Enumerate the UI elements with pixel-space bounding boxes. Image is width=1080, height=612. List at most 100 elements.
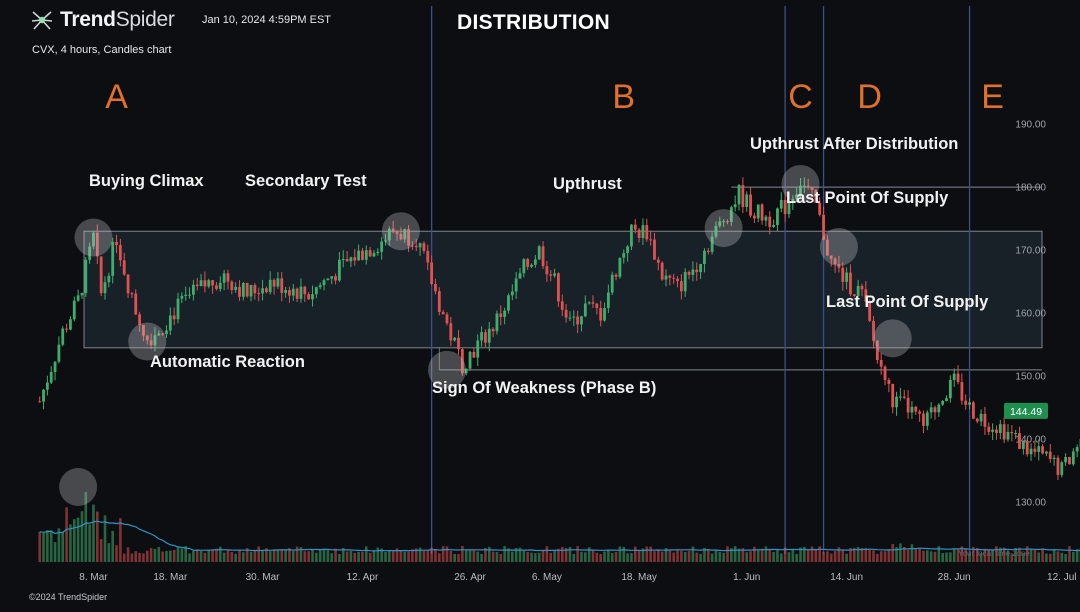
candle-down (307, 294, 310, 299)
volume-bar (549, 553, 552, 562)
volume-bar (100, 539, 103, 562)
volume-bar (945, 553, 948, 562)
candle-down (438, 291, 441, 312)
volume-bar (653, 551, 656, 562)
volume-bar (615, 552, 618, 562)
candle-up (365, 250, 368, 260)
volume-bar (50, 530, 53, 562)
volume-bar (676, 550, 679, 562)
candle-up (69, 319, 72, 329)
candle-down (672, 278, 675, 279)
volume-bar (304, 551, 307, 562)
volume-bar (914, 549, 917, 562)
volume-bar (538, 553, 541, 562)
candle-down (499, 313, 502, 316)
candle-up (496, 313, 499, 331)
candle-down (592, 302, 595, 303)
volume-bar (534, 553, 537, 562)
candle-down (695, 270, 698, 272)
volume-bar (826, 551, 829, 562)
volume-bar (1072, 552, 1075, 562)
volume-bar (365, 546, 368, 562)
candle-up (323, 280, 326, 285)
candle-up (169, 315, 172, 330)
volume-bar (108, 543, 111, 562)
candle-up (642, 225, 645, 238)
candle-up (619, 258, 622, 277)
candle-down (434, 284, 437, 291)
volume-bar (899, 543, 902, 562)
candle-down (288, 290, 291, 295)
volume-bar (480, 554, 483, 562)
volume-bar (891, 544, 894, 562)
volume-group (38, 492, 1080, 562)
y-tick-label: 160.00 (1015, 309, 1046, 320)
volume-bar (768, 549, 771, 562)
volume-bar (138, 553, 141, 562)
candle-down (957, 374, 960, 382)
candle-up (319, 285, 322, 287)
annotation-marker (74, 219, 112, 257)
volume-bar (280, 549, 283, 562)
candle-down (442, 312, 445, 314)
candle-up (476, 341, 479, 358)
volume-bar (772, 552, 775, 562)
volume-bar (868, 549, 871, 562)
volume-bar (684, 552, 687, 562)
candle-down (914, 407, 917, 412)
phase-label-d: D (857, 78, 882, 116)
volume-bar (88, 524, 91, 562)
volume-bar (834, 551, 837, 562)
y-tick-label: 150.00 (1015, 372, 1046, 383)
annotation-label: Buying Climax (89, 172, 204, 190)
candle-up (780, 200, 783, 208)
volume-bar (546, 546, 549, 562)
volume-bar (934, 552, 937, 562)
candle-up (522, 259, 525, 273)
volume-bar (692, 547, 695, 562)
volume-bar (223, 553, 226, 562)
volume-bar (434, 549, 437, 562)
volume-marker (59, 468, 97, 506)
volume-bar (388, 551, 391, 562)
volume-bar (146, 551, 149, 562)
volume-bar (622, 547, 625, 562)
volume-bar (446, 546, 449, 562)
y-tick-label: 180.00 (1015, 183, 1046, 194)
candle-up (184, 295, 187, 296)
y-tick-label: 130.00 (1015, 498, 1046, 509)
candle-down (638, 230, 641, 238)
candle-up (703, 251, 706, 264)
volume-bar (488, 547, 491, 562)
candle-up (1072, 451, 1075, 464)
candle-up (626, 246, 629, 253)
candle-up (953, 374, 956, 380)
volume-bar (649, 547, 652, 562)
candle-down (196, 285, 199, 286)
candle-up (538, 246, 541, 259)
volume-bar (626, 553, 629, 562)
volume-bar (572, 554, 575, 562)
volume-bar (734, 546, 737, 562)
volume-bar (81, 511, 84, 562)
candle-up (738, 185, 741, 204)
x-tick-label: 1. Jun (733, 572, 760, 583)
candle-down (1041, 446, 1044, 453)
volume-bar (450, 551, 453, 562)
candle-up (165, 331, 168, 335)
candle-down (976, 419, 979, 422)
candle-down (115, 242, 118, 245)
candle-up (622, 253, 625, 258)
volume-bar (672, 553, 675, 562)
volume-bar (630, 553, 633, 562)
candle-down (361, 251, 364, 260)
candle-up (326, 279, 329, 281)
candle-down (369, 250, 372, 256)
candle-up (611, 275, 614, 293)
volume-bar (792, 549, 795, 562)
volume-bar (926, 550, 929, 562)
candle-down (1049, 452, 1052, 459)
volume-bar (465, 549, 468, 562)
volume-bar (911, 544, 914, 562)
